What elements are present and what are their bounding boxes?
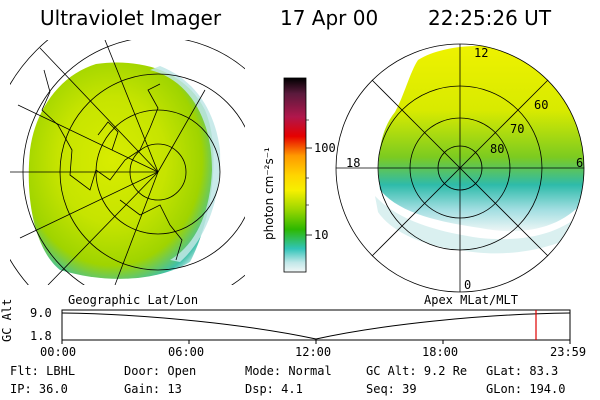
mode-value: Normal	[288, 364, 332, 378]
polar-grid	[335, 43, 585, 293]
filter-value: LBHL	[46, 364, 76, 378]
filter-info: Flt: LBHL	[10, 364, 76, 378]
mlt-label-18: 18	[346, 156, 361, 170]
altitude-ytick-high: 9.0	[30, 306, 52, 320]
colorbar-tick-100: 100	[314, 141, 336, 155]
altitude-ytick-low: 1.8	[30, 329, 52, 343]
xtick-1200: 12:00	[295, 345, 332, 359]
glat-info: GLat: 83.3	[486, 364, 559, 378]
gain-value: 13	[167, 382, 182, 396]
ip-value: 36.0	[38, 382, 68, 396]
mlat-label-70: 70	[510, 122, 525, 136]
dsp-info: Dsp: 4.1	[245, 382, 303, 396]
seq-info: Seq: 39	[366, 382, 417, 396]
geographic-panel-label: Geographic Lat/Lon	[68, 293, 199, 307]
door-info: Door: Open	[124, 364, 197, 378]
xtick-2359: 23:59	[550, 345, 587, 359]
apex-panel-label: Apex MLat/MLT	[424, 293, 518, 307]
door-value: Open	[167, 364, 197, 378]
time-label: 22:25:26 UT	[428, 6, 552, 30]
glon-value: 194.0	[529, 382, 566, 396]
dsp-value: 4.1	[281, 382, 303, 396]
colorbar	[283, 77, 307, 273]
mlt-label-6: 6	[576, 156, 584, 170]
gcalt-info: GC Alt: 9.2 Re	[366, 364, 468, 378]
ip-info: IP: 36.0	[10, 382, 68, 396]
seq-value: 39	[402, 382, 417, 396]
instrument-title: Ultraviolet Imager	[40, 6, 222, 30]
glat-value: 83.3	[529, 364, 559, 378]
geographic-map	[10, 40, 245, 285]
mlat-label-60: 60	[534, 98, 549, 112]
gain-info: Gain: 13	[124, 382, 182, 396]
mode-info: Mode: Normal	[245, 364, 332, 378]
aurora-edge-geographic	[150, 66, 221, 262]
colorbar-unit-label: photon cm⁻²s⁻¹	[262, 147, 276, 240]
date-label: 17 Apr 00	[280, 6, 379, 30]
altitude-ylabel: GC Alt	[0, 298, 14, 342]
xtick-0600: 06:00	[168, 345, 205, 359]
altitude-curve	[61, 312, 571, 340]
gcalt-value: 9.2 Re	[423, 364, 468, 378]
colorbar-tick-10: 10	[314, 228, 329, 242]
glon-info: GLon: 194.0	[486, 382, 566, 396]
xtick-0000: 00:00	[40, 345, 77, 359]
xtick-1800: 18:00	[422, 345, 459, 359]
mlt-label-0: 0	[464, 278, 472, 292]
polar-map	[375, 45, 584, 254]
mlt-label-12: 12	[474, 46, 489, 60]
altitude-plot-frame	[61, 309, 571, 341]
mlat-label-80: 80	[490, 142, 505, 156]
aurora-image-polar	[378, 45, 584, 232]
